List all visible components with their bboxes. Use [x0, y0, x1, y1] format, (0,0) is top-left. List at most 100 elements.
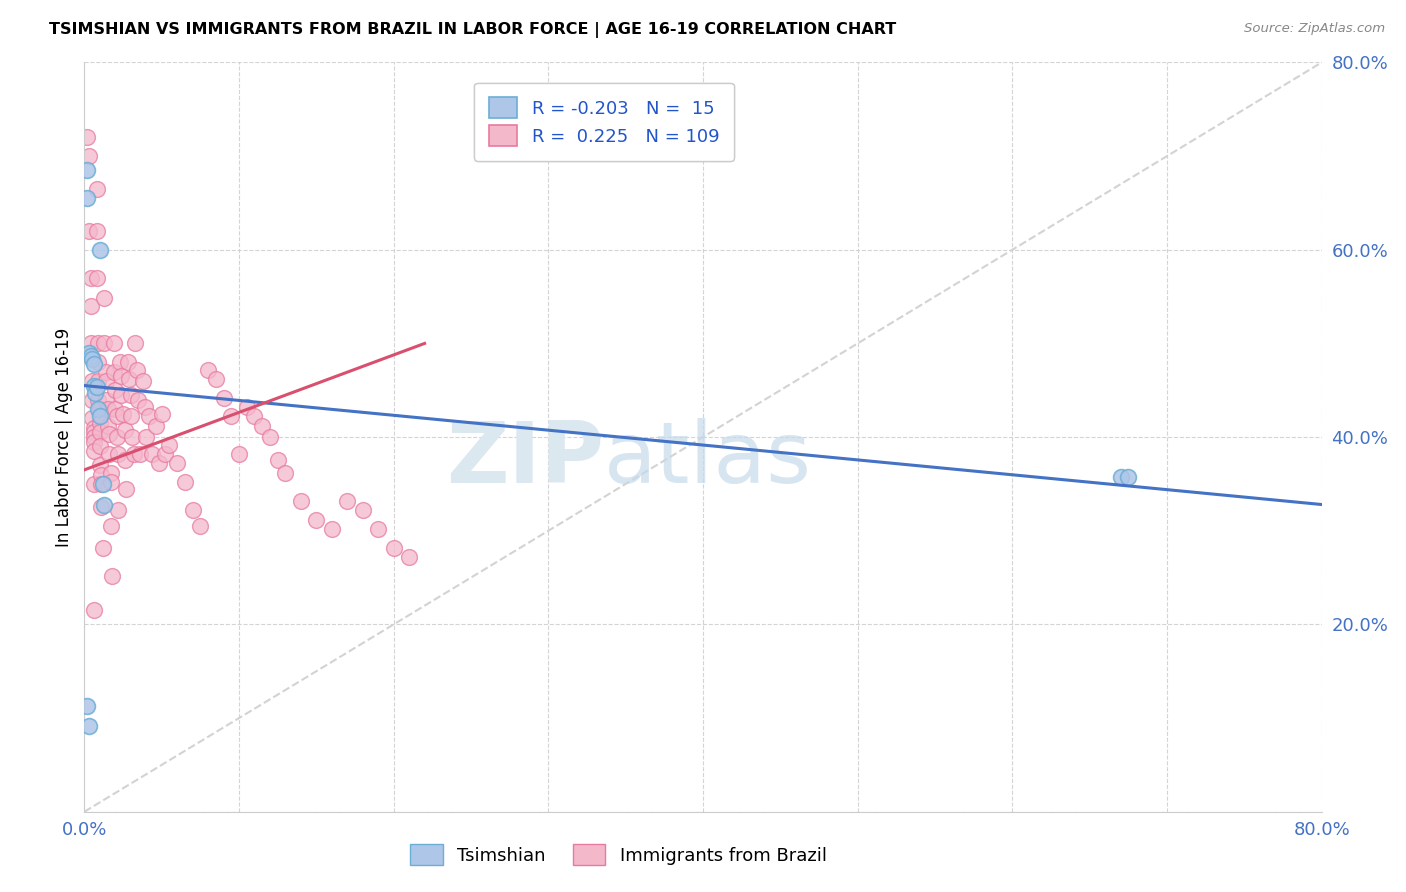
Point [76, 191, 98, 205]
Point [100, 519, 122, 533]
Point [197, 362, 219, 376]
Point [87, 392, 110, 407]
Point [98, 427, 121, 442]
Legend: R = -0.203   N =  15, R =  0.225   N = 109: R = -0.203 N = 15, R = 0.225 N = 109 [474, 83, 734, 161]
Point [114, 423, 136, 437]
Point [100, 475, 122, 489]
Point [89, 416, 111, 430]
Point [228, 447, 250, 461]
Point [96, 418, 118, 433]
Point [105, 409, 128, 424]
Point [1109, 470, 1132, 484]
Point [79, 349, 101, 363]
Text: Source: ZipAtlas.com: Source: ZipAtlas.com [1244, 22, 1385, 36]
Point [132, 374, 155, 388]
Point [93, 336, 115, 351]
Point [290, 493, 312, 508]
Point [77, 149, 100, 163]
Point [79, 299, 101, 313]
Point [112, 407, 135, 421]
Point [153, 447, 176, 461]
Point [79, 336, 101, 351]
Point [94, 374, 117, 388]
Point [141, 447, 163, 461]
Point [104, 401, 127, 416]
Point [110, 388, 132, 402]
Text: ZIP: ZIP [446, 418, 605, 501]
Point [235, 400, 259, 414]
Point [188, 519, 211, 533]
Point [107, 503, 129, 517]
Point [96, 401, 118, 416]
Point [305, 512, 328, 526]
Point [86, 271, 108, 285]
Point [89, 425, 111, 440]
Point [134, 400, 156, 414]
Point [108, 355, 131, 369]
Point [138, 409, 160, 424]
Point [98, 447, 121, 461]
Point [103, 336, 125, 351]
Point [274, 466, 297, 480]
Point [82, 392, 104, 407]
Point [259, 430, 281, 444]
Point [86, 182, 108, 196]
Legend: Tsimshian, Immigrants from Brazil: Tsimshian, Immigrants from Brazil [401, 835, 837, 874]
Point [124, 336, 146, 351]
Point [105, 430, 128, 444]
Point [83, 378, 105, 392]
Point [267, 453, 290, 467]
Point [150, 407, 173, 421]
Point [90, 467, 112, 482]
Point [127, 392, 149, 407]
Point [82, 411, 104, 425]
Point [89, 440, 111, 453]
Point [93, 499, 115, 513]
Point [89, 409, 111, 424]
Point [76, 698, 98, 713]
Point [148, 456, 170, 470]
Point [382, 541, 405, 555]
Point [121, 430, 143, 444]
Point [83, 421, 105, 435]
Point [159, 437, 180, 451]
Point [83, 425, 105, 440]
Point [79, 271, 101, 285]
Point [89, 401, 111, 416]
Point [336, 493, 359, 508]
Point [77, 718, 100, 732]
Point [83, 444, 105, 458]
Point [181, 503, 204, 517]
Point [87, 355, 110, 369]
Point [77, 224, 100, 238]
Point [94, 365, 117, 379]
Point [83, 476, 105, 491]
Point [110, 369, 132, 384]
Point [120, 409, 142, 424]
Point [352, 503, 374, 517]
Point [1116, 470, 1139, 484]
Point [83, 357, 105, 371]
Point [120, 388, 142, 402]
Text: atlas: atlas [605, 418, 813, 501]
Point [84, 386, 107, 401]
Point [83, 430, 105, 444]
Text: TSIMSHIAN VS IMMIGRANTS FROM BRAZIL IN LABOR FORCE | AGE 16-19 CORRELATION CHART: TSIMSHIAN VS IMMIGRANTS FROM BRAZIL IN L… [49, 22, 897, 38]
Point [83, 434, 105, 449]
Point [103, 365, 125, 379]
Point [115, 482, 138, 496]
Point [125, 362, 148, 376]
Point [86, 380, 108, 394]
Point [174, 475, 197, 489]
Point [76, 163, 98, 178]
Point [367, 522, 389, 536]
Point [87, 336, 110, 351]
Point [100, 466, 122, 480]
Point [83, 603, 105, 617]
Point [166, 456, 188, 470]
Point [122, 447, 145, 461]
Point [118, 372, 141, 386]
Point [86, 224, 108, 238]
Point [76, 130, 98, 145]
Point [205, 372, 228, 386]
